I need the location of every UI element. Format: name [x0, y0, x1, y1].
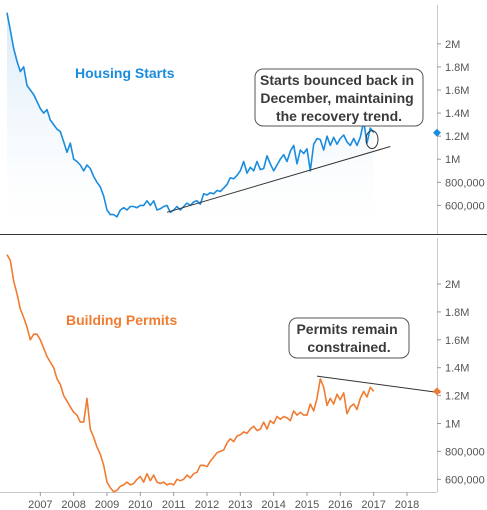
y-tick-label: 1M	[445, 418, 460, 430]
y-axis-ticks: 600,000 800,000 1M 1.2M 1.4M 1.6M 1.8M 2M	[437, 39, 485, 212]
x-tick-label: 2011	[162, 499, 186, 510]
x-axis-ticks: 2007 2008 2009 2010 2011 2012 2013 2014 2015 2016…	[28, 492, 419, 510]
y-tick-label: 600,000	[445, 200, 485, 212]
starts-title: Housing Starts	[75, 65, 175, 81]
december-highlight-circle	[365, 130, 379, 150]
starts-annotation-line-3: the recovery trend.	[276, 108, 402, 124]
permits-annotation-line-1: Permits remain	[296, 321, 397, 337]
y-tick-label: 1.4M	[445, 363, 469, 375]
y-tick-label: 800,000	[445, 177, 485, 189]
x-tick-label: 2015	[295, 499, 319, 510]
housing-starts-panel: 600,000 800,000 1M 1.2M 1.4M 1.6M 1.8M 2M Housi…	[0, 5, 487, 235]
starts-last-value-marker	[433, 128, 441, 137]
starts-annotation: Starts bounced back in December, maintai…	[260, 72, 418, 124]
x-tick-label: 2008	[61, 499, 85, 510]
permits-annotation: Permits remain constrained.	[296, 321, 401, 355]
x-tick-label: 2010	[128, 499, 152, 510]
y-tick-label: 1.2M	[445, 391, 469, 403]
starts-trendline	[166, 146, 391, 213]
permits-series-line	[6, 254, 375, 493]
x-tick-label: 2014	[261, 499, 285, 510]
permits-trendline	[316, 375, 441, 394]
starts-annotation-line-2: December, maintaining	[260, 90, 413, 106]
x-tick-label: 2018	[395, 499, 419, 510]
y-axis-ticks: 600,000 800,000 1M 1.2M 1.4M 1.6M 1.8M 2M	[437, 279, 485, 486]
y-tick-label: 1.8M	[445, 307, 469, 319]
starts-annotation-box	[254, 68, 424, 127]
y-tick-label: 600,000	[445, 474, 485, 486]
x-tick-label: 2017	[361, 499, 385, 510]
y-tick-label: 1.2M	[445, 131, 469, 143]
x-tick-label: 2009	[95, 499, 119, 510]
y-tick-label: 1.6M	[445, 335, 469, 347]
y-tick-label: 1.6M	[445, 85, 469, 97]
x-tick-label: 2007	[28, 499, 52, 510]
y-tick-label: 800,000	[445, 446, 485, 458]
permits-title: Building Permits	[66, 312, 177, 328]
y-tick-label: 2M	[445, 279, 460, 291]
y-tick-label: 1.4M	[445, 108, 469, 120]
permits-last-value-marker	[433, 387, 441, 396]
x-tick-label: 2013	[228, 499, 252, 510]
permits-annotation-line-2: constrained.	[307, 339, 390, 355]
permits-annotation-box	[288, 317, 410, 359]
x-tick-label: 2016	[328, 499, 352, 510]
x-tick-label: 2012	[195, 499, 219, 510]
y-tick-label: 1M	[445, 154, 460, 166]
y-tick-label: 1.8M	[445, 62, 469, 74]
y-tick-label: 2M	[445, 39, 460, 51]
starts-annotation-line-1: Starts bounced back in	[260, 72, 414, 88]
